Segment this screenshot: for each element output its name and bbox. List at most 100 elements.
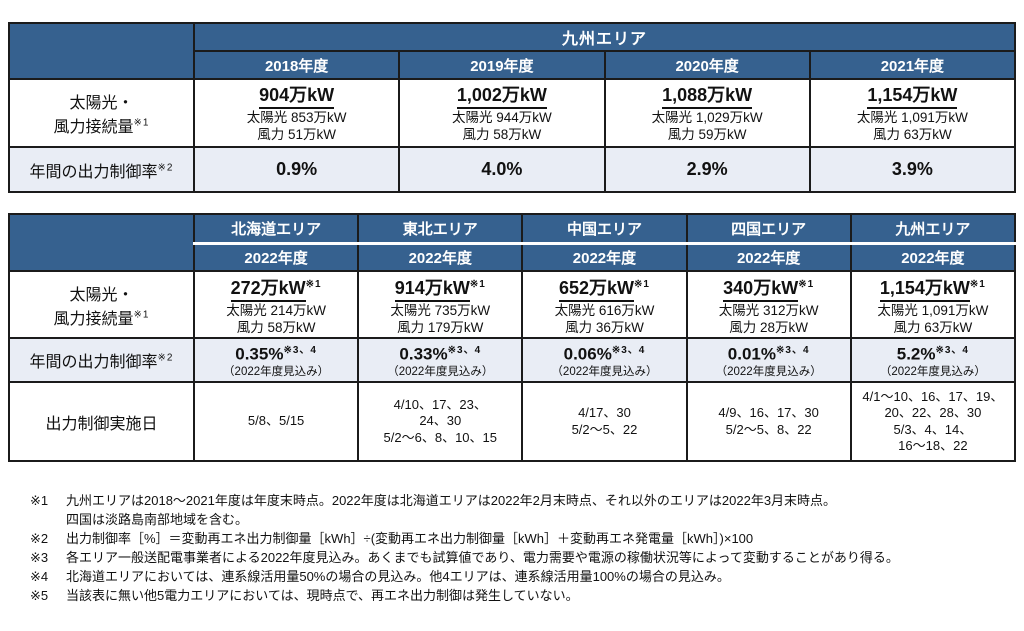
rate-value: 0.33%: [399, 344, 448, 364]
connection-label-text: 風力接続量: [53, 119, 134, 136]
dates-line: 16～18、22: [898, 438, 968, 453]
connection-total-sup: ※1: [798, 279, 815, 290]
rate-note: （2022年度見込み）: [715, 365, 822, 378]
connection-wind: 風力 63万kW: [872, 127, 952, 142]
t2-dates-cell-kyushu: 4/1～10、16、17、19、 20、22、28、30 5/3、4、14、 1…: [849, 381, 1017, 462]
connection-label-sup: ※1: [133, 309, 150, 321]
rate-value-line: 0.06%※3、4: [525, 341, 683, 365]
t2-dates-cell-tohoku: 4/10、17、23、 24、30 5/2～6、8、10、15: [357, 381, 524, 462]
connection-total-value: 904万kW: [259, 83, 335, 109]
t2-rate-cell-shikoku: 0.01%※3、4 （2022年度見込み）: [685, 337, 852, 383]
t2-year-header: 2022年度: [192, 241, 360, 272]
t1-rate-label: 年間の出力制御率※2: [8, 146, 195, 193]
t1-rate-value-2020: 2.9%: [603, 146, 811, 193]
rate-sup: ※3、4: [447, 345, 482, 357]
areas-2022-table: 北海道エリア 東北エリア 中国エリア 四国エリア 九州エリア 2022年度 20…: [8, 213, 1017, 462]
footnote-1: ※1 九州エリアは2018～2021年度は年度末時点。2022年度は北海道エリア…: [30, 491, 1016, 529]
connection-wind: 風力 36万kW: [565, 320, 644, 335]
connection-total: 1,002万kW: [402, 83, 601, 109]
connection-total: 652万kW※1: [525, 273, 683, 302]
rate-value-line: 0.33%※3、4: [361, 341, 519, 365]
footnote-line: 四国は淡路島南部地域を含む。: [66, 512, 249, 527]
footnote-marker: ※5: [30, 588, 49, 603]
connection-total-value: 1,154万kW: [879, 276, 970, 302]
connection-solar: 太陽光 1,091万kW: [856, 110, 968, 125]
dates-line: 4/10、17、23、: [393, 396, 487, 412]
connection-total: 340万kW※1: [690, 273, 848, 302]
t1-year-header-2018: 2018年度: [192, 50, 401, 80]
footnote-3: ※3 各エリア一般送配電事業者による2022年度見込み。あくまでも試算値であり、…: [30, 548, 1016, 567]
connection-solar: 太陽光 1,091万kW: [877, 303, 989, 318]
footnote-2: ※2 出力制御率［%］＝変動再エネ出力制御量［kWh］÷(変動再エネ出力制御量［…: [30, 529, 1016, 548]
dates-line: 20、22、28、30: [884, 405, 982, 420]
rate-value-line: 5.2%※3、4: [854, 341, 1012, 365]
dates-line: 4/1～10、16、17、19、: [862, 388, 1004, 404]
rate-label-text: 年間の出力制御率: [29, 163, 158, 181]
connection-total: 914万kW※1: [361, 273, 519, 302]
t2-rate-cell-kyushu: 5.2%※3、4 （2022年度見込み）: [849, 337, 1017, 383]
connection-wind: 風力 58万kW: [236, 320, 316, 335]
connection-solar: 太陽光 312万kW: [718, 303, 819, 318]
t2-connection-cell-chugoku: 652万kW※1 太陽光 616万kW 風力 36万kW: [521, 270, 688, 339]
page: 九州エリア 2018年度 2019年度 2020年度 2021年度 太陽光・ 風…: [8, 22, 1017, 605]
connection-total: 1,088万kW: [608, 83, 807, 109]
t1-connection-label: 太陽光・ 風力接続量※1: [8, 78, 195, 148]
footnote-text: 九州エリアは2018～2021年度は年度末時点。2022年度は北海道エリアは20…: [66, 491, 836, 529]
connection-total-value: 1,154万kW: [867, 83, 958, 109]
t2-dates-cell-shikoku: 4/9、16、17、30 5/2～5、8、22: [685, 381, 852, 462]
t1-year-header-2019: 2019年度: [398, 50, 606, 80]
connection-total: 1,154万kW: [813, 83, 1012, 109]
connection-total-value: 272万kW: [230, 276, 306, 302]
t2-area-header-chugoku: 中国エリア: [521, 213, 688, 244]
connection-label-text: 風力接続量: [53, 310, 134, 328]
connection-total: 1,154万kW※1: [854, 273, 1012, 302]
t1-connection-cell-2020: 1,088万kW 太陽光 1,029万kW 風力 59万kW: [603, 78, 811, 148]
t2-area-header-tohoku: 東北エリア: [357, 213, 524, 244]
connection-label-line2: 風力接続量※1: [12, 305, 191, 329]
t1-connection-cell-2019: 1,002万kW 太陽光 944万kW 風力 58万kW: [398, 78, 606, 148]
t2-rate-cell-chugoku: 0.06%※3、4 （2022年度見込み）: [521, 337, 688, 383]
t2-connection-cell-hokkaido: 272万kW※1 太陽光 214万kW 風力 58万kW: [192, 270, 360, 339]
footnote-marker: ※3: [30, 550, 49, 565]
connection-label-line2: 風力接続量※1: [12, 113, 191, 137]
t2-dates-cell-chugoku: 4/17、30 5/2～5、22: [521, 381, 688, 462]
footnote-text: 北海道エリアにおいては、連系線活用量50%の場合の見込み。他4エリアは、連系線活…: [66, 569, 730, 584]
connection-solar: 太陽光 944万kW: [451, 110, 552, 125]
footnote-line: 九州エリアは2018～2021年度は年度末時点。2022年度は北海道エリアは20…: [66, 493, 837, 508]
connection-solar: 太陽光 1,029万kW: [651, 110, 763, 125]
connection-total-value: 1,002万kW: [456, 83, 547, 109]
footnote-text: 各エリア一般送配電事業者による2022年度見込み。あくまでも試算値であり、電力需…: [66, 550, 899, 565]
t2-connection-label: 太陽光・ 風力接続量※1: [8, 270, 195, 339]
t2-dates-cell-hokkaido: 5/8、5/15: [192, 381, 360, 462]
rate-note: （2022年度見込み）: [551, 365, 658, 378]
connection-wind: 風力 28万kW: [729, 320, 809, 335]
t2-connection-cell-kyushu: 1,154万kW※1 太陽光 1,091万kW 風力 63万kW: [849, 270, 1017, 339]
rate-label-sup: ※2: [157, 162, 174, 174]
t2-connection-cell-shikoku: 340万kW※1 太陽光 312万kW 風力 28万kW: [685, 270, 852, 339]
footnote-5: ※5 当該表に無い他5電力エリアにおいては、現時点で、再エネ出力制御は発生してい…: [30, 586, 1016, 605]
footnote-marker: ※4: [30, 569, 49, 584]
connection-wind: 風力 51万kW: [257, 127, 336, 142]
rate-value: 5.2%: [896, 344, 936, 364]
dates-line: 24、30: [419, 413, 462, 429]
rate-value-line: 0.35%※3、4: [197, 341, 355, 365]
footnote-marker: ※2: [30, 531, 49, 546]
t1-connection-cell-2021: 1,154万kW 太陽光 1,091万kW 風力 63万kW: [808, 78, 1017, 148]
t2-year-header: 2022年度: [849, 241, 1017, 272]
connection-total-value: 652万kW: [558, 276, 635, 302]
connection-total-value: 340万kW: [723, 276, 799, 302]
t1-area-header: 九州エリア: [193, 22, 1016, 52]
dates-line: 4/9、16、17、30: [718, 405, 819, 420]
dates-line: 5/2～5、8、22: [725, 421, 812, 437]
connection-total-sup: ※1: [305, 279, 322, 290]
rate-value: 0.35%: [235, 344, 284, 364]
connection-solar: 太陽光 616万kW: [554, 303, 655, 318]
footnote-text: 出力制御率［%］＝変動再エネ出力制御量［kWh］÷(変動再エネ出力制御量［kWh…: [66, 531, 754, 546]
rate-label-text: 年間の出力制御率: [29, 354, 158, 371]
t2-rate-cell-hokkaido: 0.35%※3、4 （2022年度見込み）: [192, 337, 360, 383]
t1-year-header-2021: 2021年度: [808, 50, 1017, 80]
t2-area-header-kyushu: 九州エリア: [849, 213, 1017, 244]
t2-year-header: 2022年度: [685, 241, 852, 272]
t2-area-header-hokkaido: 北海道エリア: [192, 213, 360, 244]
t1-corner-cell: [8, 22, 195, 80]
